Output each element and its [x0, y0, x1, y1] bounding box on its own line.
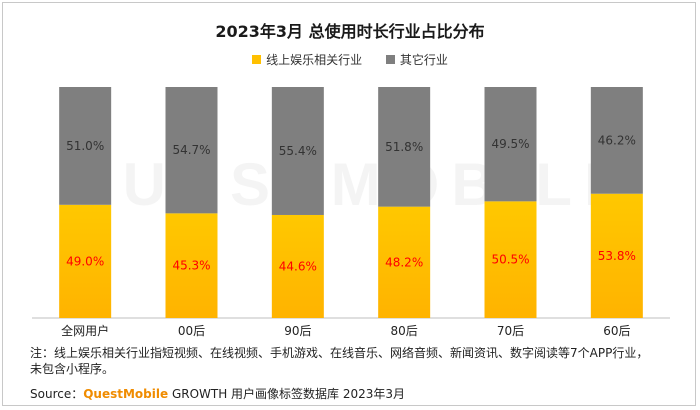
data-label-other-3: 51.8% [385, 140, 423, 154]
x-tick-label-0: 全网用户 [61, 323, 109, 338]
footnote: 注：线上娱乐相关行业指短视频、在线视频、手机游戏、在线音乐、网络音频、新闻资讯、… [30, 346, 649, 376]
bar-other-0 [59, 87, 112, 205]
x-tick-label-5: 60后 [603, 324, 630, 338]
data-label-other-0: 51.0% [66, 139, 104, 153]
data-label-other-1: 54.7% [172, 143, 210, 157]
data-label-entertainment-4: 50.5% [491, 253, 529, 267]
bar-other-3 [378, 87, 431, 207]
bar-other-4 [484, 87, 537, 202]
bar-other-5 [590, 87, 643, 194]
bar-entertainment-4 [484, 201, 537, 318]
stacked-bar-chart: 49.0% 51.0% 全网用户 45.3% 54.7% 00后 44.6% 55.4% 90后… [32, 87, 670, 338]
x-tick-label-3: 80后 [391, 324, 418, 338]
x-tick-label-4: 70后 [497, 324, 524, 338]
data-label-other-2: 55.4% [279, 144, 317, 158]
data-label-other-4: 49.5% [491, 137, 529, 151]
bar-entertainment-1 [165, 213, 218, 318]
bar-entertainment-3 [378, 206, 431, 318]
x-tick-label-2: 90后 [284, 324, 311, 338]
bar-entertainment-2 [271, 214, 324, 318]
legend-label-other: 其它行业 [399, 53, 448, 67]
x-tick-label-1: 00后 [178, 324, 205, 338]
source-prefix: Source： [30, 387, 84, 401]
bar-other-2 [271, 87, 324, 215]
legend: 线上娱乐相关行业 其它行业 [0, 51, 700, 68]
data-label-entertainment-3: 48.2% [385, 255, 423, 269]
chart-title: 2023年3月 总使用时长行业占比分布 [215, 22, 485, 41]
data-label-entertainment-0: 49.0% [66, 254, 104, 268]
data-label-entertainment-1: 45.3% [172, 259, 210, 273]
data-label-other-5: 46.2% [598, 133, 636, 147]
legend-item-other: 其它行业 [385, 51, 448, 68]
source-line: Source：QuestMobile GROWTH 用户画像标签数据库 2023… [30, 385, 405, 402]
source-brand: QuestMobile [83, 387, 169, 401]
legend-item-entertainment: 线上娱乐相关行业 [252, 51, 362, 68]
bar-entertainment-5 [590, 193, 643, 318]
source-suffix: GROWTH 用户画像标签数据库 2023年3月 [168, 387, 406, 401]
data-label-entertainment-5: 53.8% [598, 249, 636, 263]
chart-frame [2, 2, 696, 406]
bar-other-1 [165, 87, 218, 214]
legend-label-entertainment: 线上娱乐相关行业 [266, 53, 363, 67]
bar-entertainment-0 [59, 204, 112, 318]
legend-swatch-entertainment [252, 55, 262, 64]
data-label-entertainment-2: 44.6% [279, 259, 317, 273]
legend-swatch-other [385, 55, 395, 64]
